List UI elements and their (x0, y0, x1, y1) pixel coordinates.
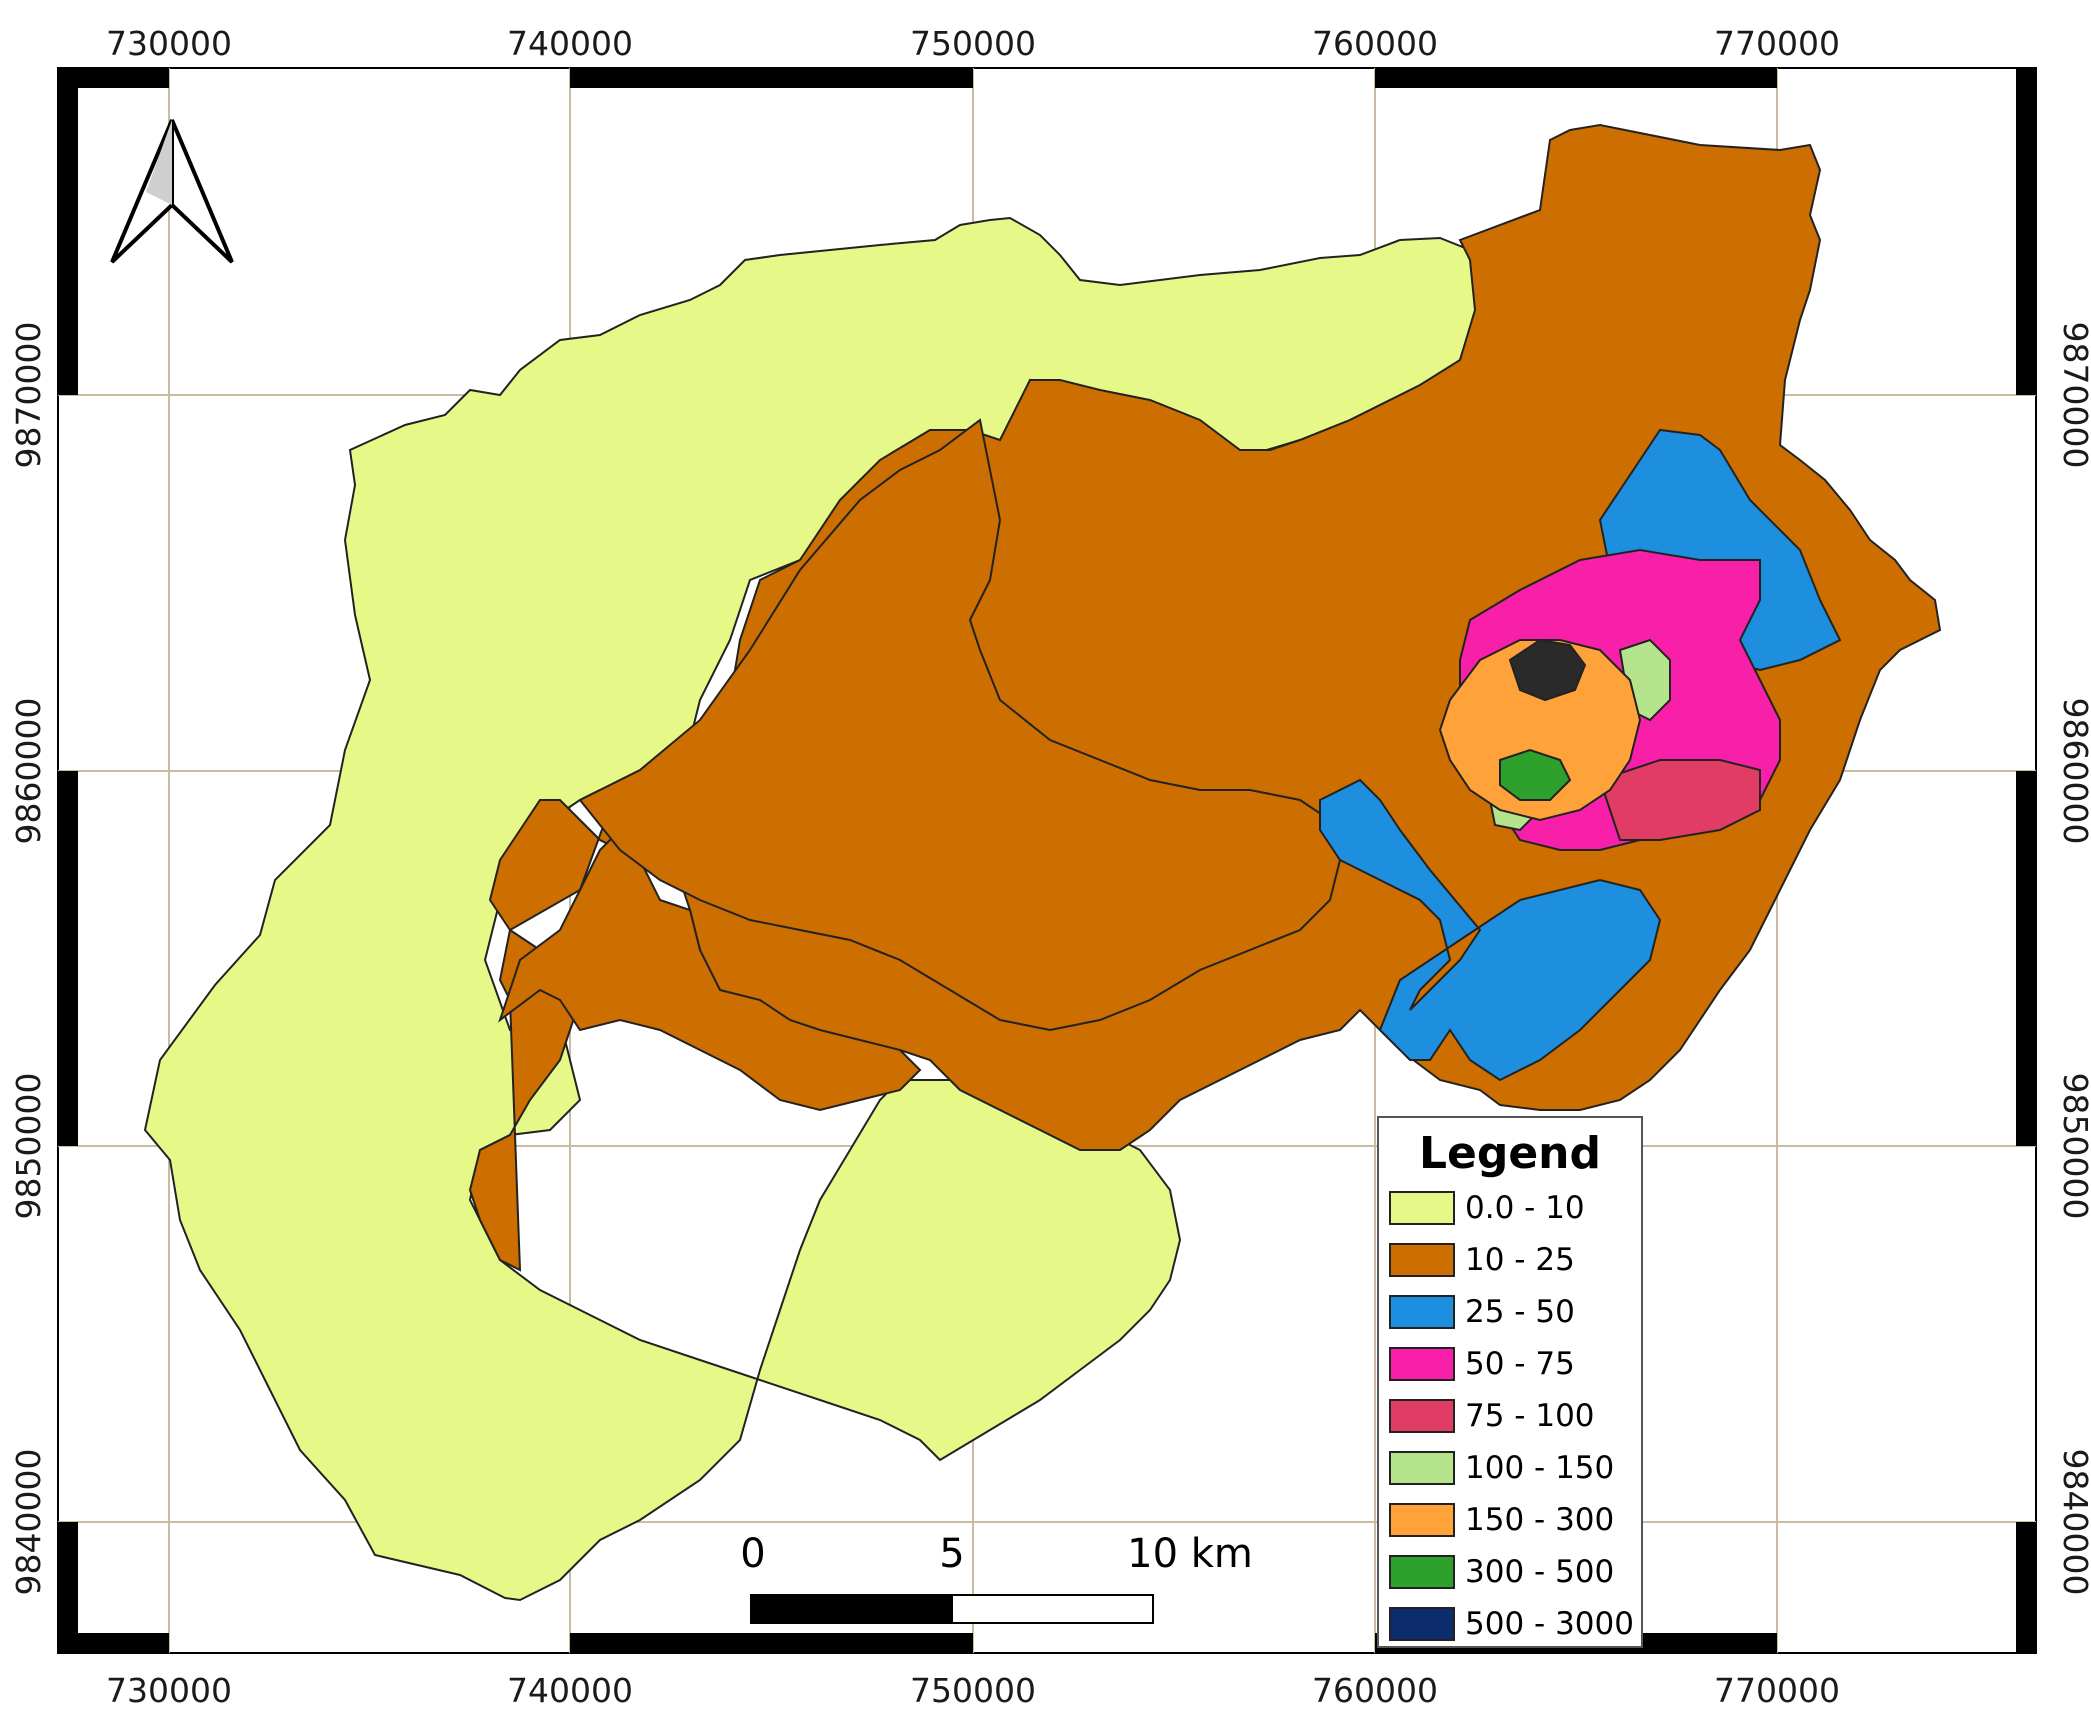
legend-label: 25 - 50 (1465, 1294, 1575, 1330)
x-tick-bottom-1: 740000 (507, 1671, 633, 1710)
y-tick-labels-left: 9870000 9860000 9850000 9840000 (9, 322, 48, 1596)
x-tick-bottom-4: 770000 (1714, 1671, 1840, 1710)
y-tick-labels-right: 9870000 9860000 9850000 9840000 (2056, 322, 2091, 1596)
x-tick-bottom-0: 730000 (106, 1671, 232, 1710)
legend-swatch (1389, 1607, 1455, 1641)
legend: Legend 0.0 - 10 10 - 25 25 - 50 50 - 75 75 -… (1377, 1116, 1643, 1648)
legend-swatch (1389, 1555, 1455, 1589)
x-tick-labels-top: 730000 740000 750000 760000 770000 (106, 24, 1840, 63)
region-75-100 (1598, 759, 1761, 841)
legend-swatch (1389, 1503, 1455, 1537)
legend-item: 0.0 - 10 (1379, 1182, 1641, 1234)
scale-label-5: 5 (939, 1531, 964, 1577)
legend-label: 500 - 3000 (1465, 1606, 1634, 1642)
x-tick-top-3: 760000 (1312, 24, 1438, 63)
y-tick-right-3: 9840000 (2056, 1449, 2091, 1596)
legend-items: 0.0 - 10 10 - 25 25 - 50 50 - 75 75 - 100 100… (1379, 1182, 1641, 1650)
x-tick-top-4: 770000 (1714, 24, 1840, 63)
frame-ticks (58, 68, 2036, 1653)
legend-label: 0.0 - 10 (1465, 1190, 1585, 1226)
legend-label: 50 - 75 (1465, 1346, 1575, 1382)
legend-label: 75 - 100 (1465, 1398, 1595, 1434)
region-core (1508, 638, 1587, 702)
x-tick-bottom-3: 760000 (1312, 1671, 1438, 1710)
scale-label-10km: 10 km (1127, 1531, 1253, 1577)
x-tick-labels-bottom: 730000 740000 750000 760000 770000 (106, 1671, 1840, 1710)
scale-bar: 0 5 10 km (740, 1531, 1253, 1624)
legend-label: 300 - 500 (1465, 1554, 1615, 1590)
y-tick-left-3: 9840000 (9, 1449, 48, 1596)
legend-label: 10 - 25 (1465, 1242, 1575, 1278)
y-tick-left-0: 9870000 (9, 322, 48, 469)
legend-item: 100 - 150 (1379, 1442, 1641, 1494)
y-tick-left-1: 9860000 (9, 698, 48, 845)
y-tick-left-2: 9850000 (9, 1073, 48, 1220)
legend-swatch (1389, 1451, 1455, 1485)
scale-label-0: 0 (740, 1531, 765, 1577)
north-arrow-icon (110, 119, 234, 264)
legend-swatch (1389, 1399, 1455, 1433)
legend-item: 300 - 500 (1379, 1546, 1641, 1598)
legend-label: 150 - 300 (1465, 1502, 1615, 1538)
y-tick-right-2: 9850000 (2056, 1073, 2091, 1220)
y-tick-right-0: 9870000 (2056, 322, 2091, 469)
x-tick-top-2: 750000 (910, 24, 1036, 63)
legend-item: 10 - 25 (1379, 1234, 1641, 1286)
legend-swatch (1389, 1191, 1455, 1225)
x-tick-top-1: 740000 (507, 24, 633, 63)
legend-swatch (1389, 1243, 1455, 1277)
x-tick-top-0: 730000 (106, 24, 232, 63)
legend-item: 500 - 3000 (1379, 1598, 1641, 1650)
region-10-25-core-belt (578, 418, 1342, 1032)
legend-item: 25 - 50 (1379, 1286, 1641, 1338)
legend-swatch (1389, 1295, 1455, 1329)
y-tick-right-1: 9860000 (2056, 698, 2091, 845)
legend-item: 75 - 100 (1379, 1390, 1641, 1442)
legend-swatch (1389, 1347, 1455, 1381)
legend-item: 50 - 75 (1379, 1338, 1641, 1390)
x-tick-bottom-2: 750000 (910, 1671, 1036, 1710)
legend-label: 100 - 150 (1465, 1450, 1615, 1486)
legend-title: Legend (1418, 1128, 1602, 1179)
legend-item: 150 - 300 (1379, 1494, 1641, 1546)
region-300-500 (1499, 748, 1572, 801)
